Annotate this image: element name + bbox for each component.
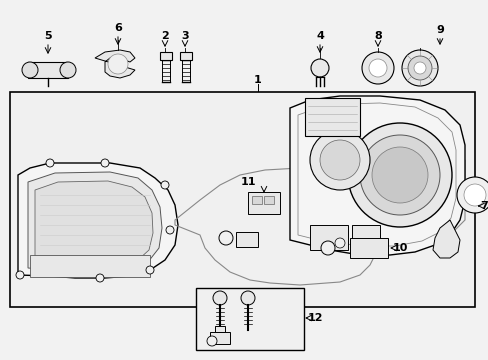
Text: 8: 8 (373, 31, 381, 41)
Circle shape (96, 274, 104, 282)
Bar (236, 232, 258, 247)
Text: 9: 9 (435, 25, 443, 35)
Circle shape (347, 123, 451, 227)
Circle shape (60, 62, 76, 78)
Polygon shape (18, 163, 178, 278)
Text: 10: 10 (391, 243, 407, 253)
Circle shape (165, 226, 174, 234)
Circle shape (456, 177, 488, 213)
Bar (209, 332, 229, 344)
Bar (10, 92, 474, 307)
Bar (305, 98, 359, 136)
Circle shape (309, 130, 369, 190)
Bar (28, 62, 68, 78)
Circle shape (413, 62, 425, 74)
Circle shape (463, 184, 485, 206)
Circle shape (22, 62, 38, 78)
Circle shape (161, 181, 169, 189)
Circle shape (206, 336, 217, 346)
Bar (196, 288, 304, 350)
Bar (160, 52, 172, 60)
Circle shape (368, 59, 386, 77)
Circle shape (16, 271, 24, 279)
Bar (30, 255, 150, 277)
Bar (251, 196, 262, 204)
Circle shape (334, 238, 345, 248)
Polygon shape (289, 96, 464, 255)
Text: 12: 12 (306, 313, 322, 323)
Polygon shape (35, 181, 153, 265)
Circle shape (361, 52, 393, 84)
Bar (309, 225, 347, 250)
Polygon shape (432, 220, 459, 258)
Circle shape (146, 266, 154, 274)
Circle shape (401, 50, 437, 86)
Text: 3: 3 (181, 31, 188, 41)
Bar (180, 52, 192, 60)
Bar (247, 192, 280, 214)
Circle shape (371, 147, 427, 203)
Circle shape (310, 59, 328, 77)
Circle shape (241, 291, 254, 305)
Circle shape (46, 159, 54, 167)
Text: 4: 4 (315, 31, 323, 41)
Circle shape (108, 54, 128, 74)
Text: 5: 5 (44, 31, 52, 41)
Bar (215, 326, 224, 332)
Circle shape (319, 140, 359, 180)
Circle shape (407, 56, 431, 80)
Circle shape (320, 241, 334, 255)
Circle shape (359, 135, 439, 215)
Circle shape (101, 159, 109, 167)
Text: 11: 11 (240, 177, 255, 187)
Circle shape (213, 291, 226, 305)
Bar (264, 196, 273, 204)
Text: 2: 2 (161, 31, 168, 41)
Bar (349, 238, 387, 258)
Text: 6: 6 (114, 23, 122, 33)
Bar (351, 225, 379, 245)
Circle shape (219, 231, 232, 245)
Text: 1: 1 (254, 75, 262, 85)
Text: 7: 7 (479, 201, 487, 211)
Polygon shape (28, 172, 162, 270)
Polygon shape (95, 50, 135, 78)
